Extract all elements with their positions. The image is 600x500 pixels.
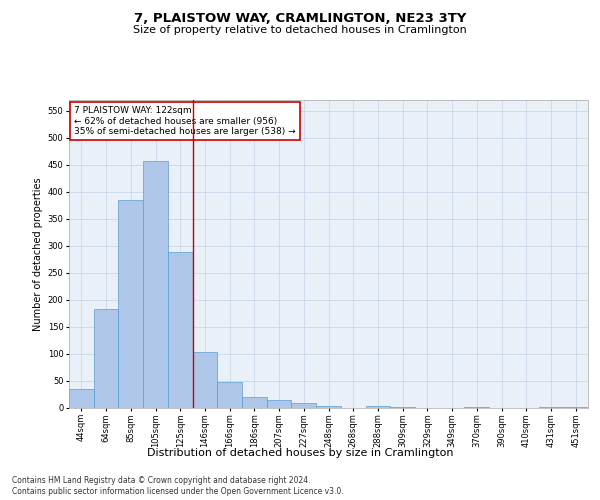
Text: 7, PLAISTOW WAY, CRAMLINGTON, NE23 3TY: 7, PLAISTOW WAY, CRAMLINGTON, NE23 3TY: [134, 12, 466, 26]
Bar: [94, 310, 118, 408]
Bar: [464, 407, 489, 408]
Text: 7 PLAISTOW WAY: 122sqm
← 62% of detached houses are smaller (956)
35% of semi-de: 7 PLAISTOW WAY: 122sqm ← 62% of detached…: [74, 106, 296, 136]
Bar: [143, 161, 168, 408]
Bar: [539, 407, 563, 408]
Text: Distribution of detached houses by size in Cramlington: Distribution of detached houses by size …: [147, 448, 453, 458]
Bar: [365, 406, 390, 408]
Bar: [292, 403, 316, 407]
Bar: [118, 200, 143, 408]
Bar: [217, 382, 242, 407]
Bar: [563, 407, 588, 408]
Y-axis label: Number of detached properties: Number of detached properties: [34, 177, 43, 330]
Bar: [168, 252, 193, 408]
Bar: [242, 397, 267, 407]
Bar: [193, 352, 217, 408]
Bar: [390, 407, 415, 408]
Bar: [69, 388, 94, 407]
Text: Contains HM Land Registry data © Crown copyright and database right 2024.: Contains HM Land Registry data © Crown c…: [12, 476, 311, 485]
Bar: [267, 400, 292, 407]
Text: Size of property relative to detached houses in Cramlington: Size of property relative to detached ho…: [133, 25, 467, 35]
Text: Contains public sector information licensed under the Open Government Licence v3: Contains public sector information licen…: [12, 488, 344, 496]
Bar: [316, 406, 341, 408]
